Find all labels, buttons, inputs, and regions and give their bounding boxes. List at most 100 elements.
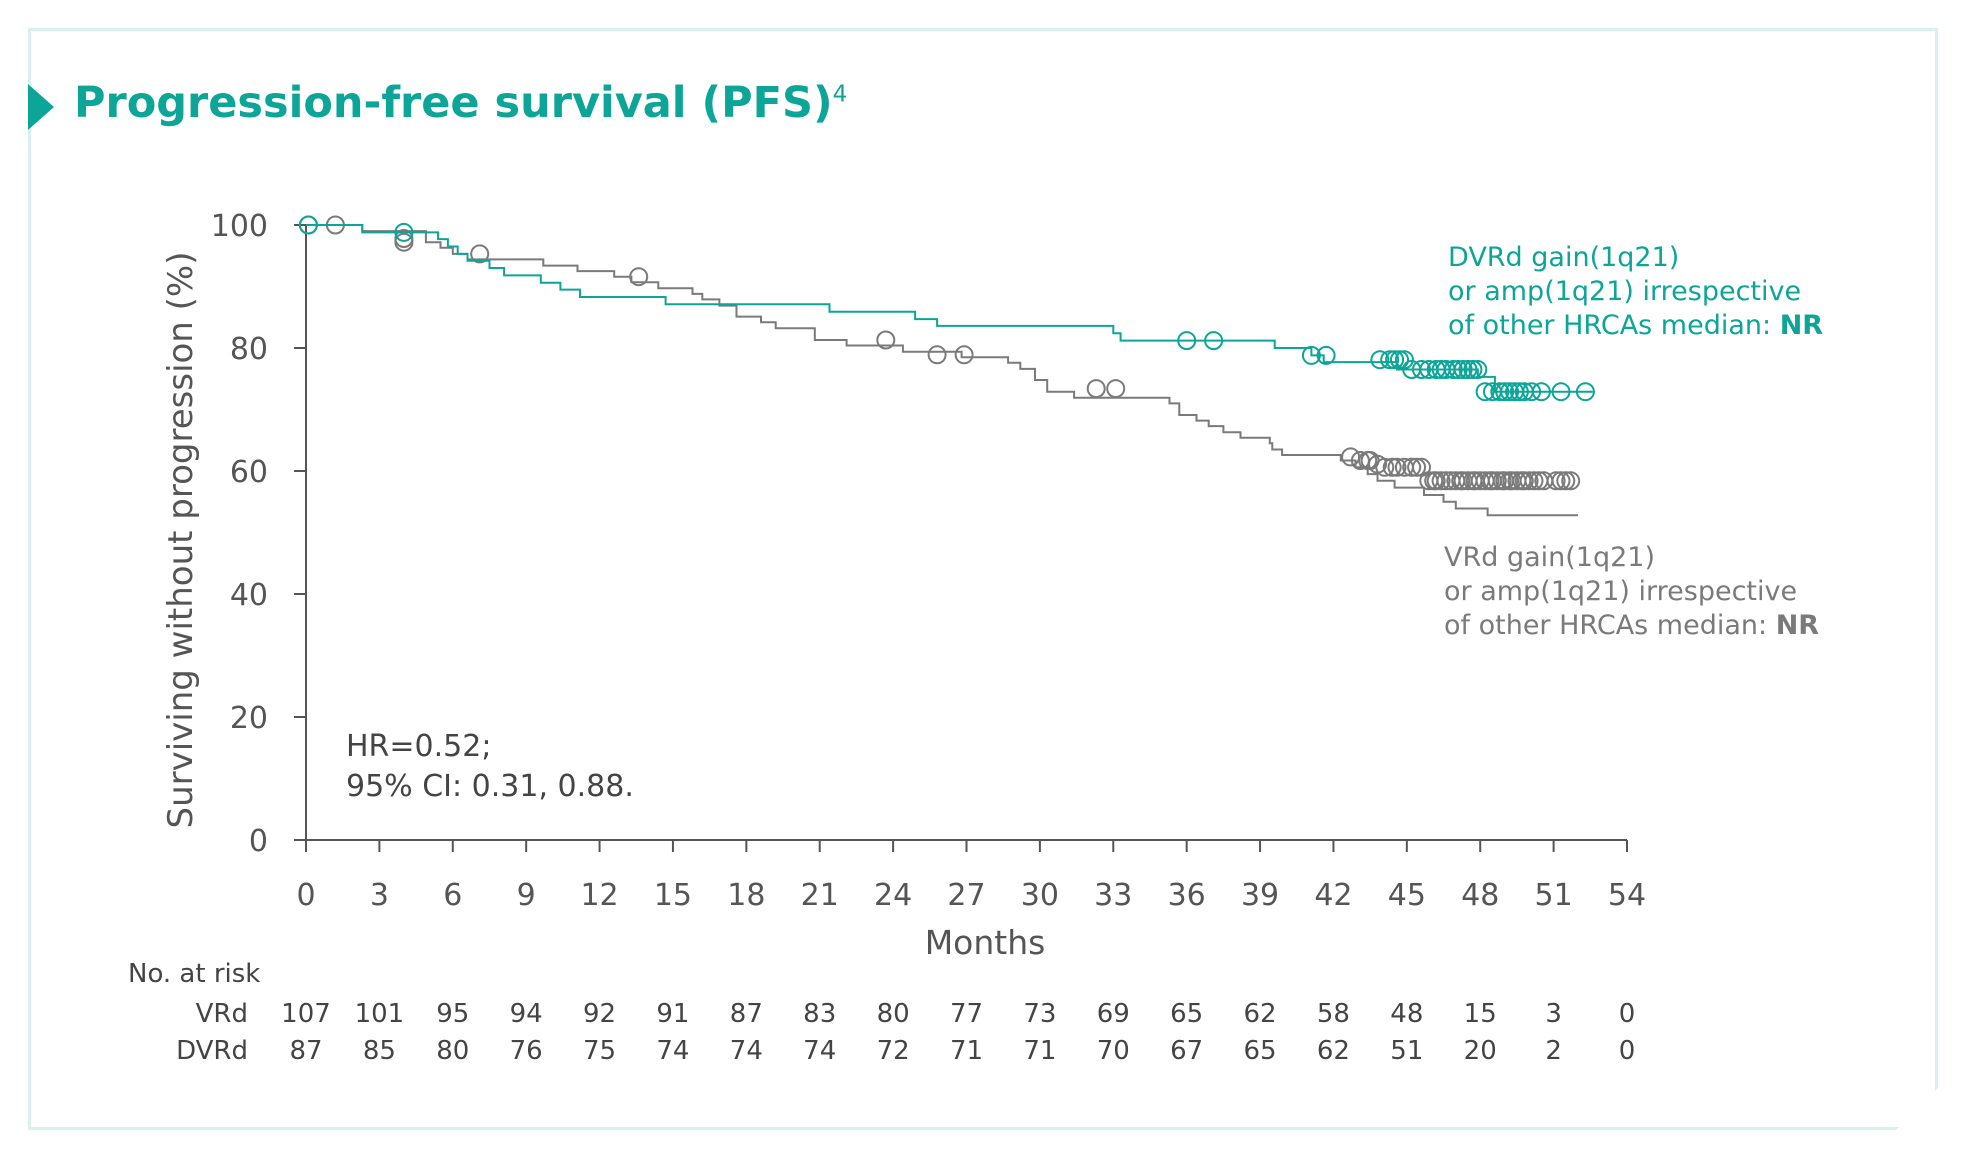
y-tick-label: 0: [249, 824, 268, 859]
censor-marker-dvrd: [1412, 360, 1431, 379]
censor-marker-vrd: [1556, 471, 1576, 491]
risk-cell: 71: [950, 1036, 983, 1066]
censor-marker-dvrd: [1443, 360, 1463, 379]
risk-cell: 87: [730, 999, 763, 1029]
censor-marker-vrd: [1106, 379, 1126, 399]
censor-marker-dvrd: [1458, 360, 1478, 379]
x-tick-label: 15: [654, 878, 692, 913]
censor-marker-vrd: [1524, 471, 1544, 491]
risk-cell: 20: [1464, 1036, 1497, 1066]
risk-cell: 80: [877, 999, 910, 1029]
censor-marker-dvrd: [1301, 345, 1321, 365]
x-tick-label: 24: [874, 878, 912, 913]
risk-table-header: No. at risk: [128, 959, 260, 989]
x-tick-label: 3: [370, 878, 389, 913]
series-label-vrd-line: VRd gain(1q21): [1444, 542, 1655, 573]
risk-cell: 72: [877, 1036, 910, 1066]
x-tick-label: 36: [1168, 878, 1206, 913]
censor-marker-vrd: [1402, 457, 1422, 477]
censor-marker-vrd: [1387, 457, 1407, 477]
chart-card: [28, 28, 1938, 1130]
censor-marker-dvrd: [1394, 350, 1414, 370]
censor-marker-dvrd: [298, 215, 318, 235]
x-tick-label: 39: [1241, 878, 1279, 913]
risk-cell: 77: [950, 999, 983, 1029]
censor-marker-vrd: [1487, 471, 1507, 491]
risk-cell: 91: [656, 999, 689, 1029]
risk-cell: 51: [1390, 1036, 1423, 1066]
censor-marker-dvrd: [1385, 350, 1405, 370]
risk-row-label: DVRd: [176, 1036, 248, 1066]
risk-cell: 74: [656, 1036, 689, 1066]
risk-cell: 15: [1464, 999, 1497, 1029]
censor-marker-dvrd: [1453, 360, 1473, 379]
hr-line-1: HR=0.52;: [346, 729, 491, 764]
y-axis-label: Surviving without progression (%): [161, 251, 201, 828]
censor-marker-dvrd: [1463, 360, 1483, 379]
risk-cell: 58: [1317, 999, 1350, 1029]
risk-cell: 48: [1390, 999, 1423, 1029]
censor-marker-vrd: [1551, 471, 1571, 491]
series-label-vrd-line: or amp(1q21) irrespective: [1444, 576, 1797, 607]
censor-marker-dvrd: [1500, 382, 1520, 402]
censor-marker-vrd: [1341, 447, 1361, 467]
censor-marker-dvrd: [1370, 350, 1390, 370]
risk-cell: 69: [1097, 999, 1130, 1029]
risk-cell: 83: [803, 999, 836, 1029]
risk-cell: 87: [289, 1036, 322, 1066]
x-tick-label: 0: [296, 878, 315, 913]
censor-marker-dvrd: [1509, 382, 1529, 402]
risk-cell: 3: [1545, 999, 1562, 1029]
title-reference: 4: [832, 81, 848, 108]
risk-cell: 2: [1545, 1036, 1562, 1066]
x-tick-label: 33: [1094, 878, 1132, 913]
risk-cell: 70: [1097, 1036, 1130, 1066]
censor-marker-dvrd: [1490, 382, 1510, 402]
risk-row-label: VRd: [196, 999, 248, 1029]
censor-marker-dvrd: [1531, 382, 1551, 402]
censor-marker-vrd: [629, 267, 649, 287]
censor-marker-vrd: [470, 244, 490, 264]
x-tick-label: 30: [1021, 878, 1059, 913]
x-tick-label: 42: [1314, 878, 1352, 913]
risk-cell: 85: [363, 1036, 396, 1066]
censor-marker-dvrd: [1390, 350, 1409, 370]
risk-cell: 95: [436, 999, 469, 1029]
censor-marker-vrd: [1546, 471, 1566, 491]
risk-cell: 94: [510, 999, 543, 1029]
risk-cell: 92: [583, 999, 616, 1029]
risk-cell: 65: [1244, 1036, 1277, 1066]
censor-marker-vrd: [1407, 457, 1427, 477]
censor-marker-dvrd: [1495, 382, 1515, 402]
x-tick-label: 48: [1461, 878, 1499, 913]
series-labels: DVRd gain(1q21)or amp(1q21) irrespective…: [1444, 242, 1823, 641]
censor-marker-vrd: [876, 330, 896, 350]
risk-cell: 74: [803, 1036, 836, 1066]
censor-marker-vrd: [927, 345, 947, 365]
x-tick-label: 9: [517, 878, 536, 913]
y-tick-label: 40: [230, 578, 268, 613]
x-tick-label: 45: [1388, 878, 1426, 913]
risk-cell: 75: [583, 1036, 616, 1066]
y-tick-label: 100: [211, 209, 268, 244]
x-tick-label: 27: [947, 878, 985, 913]
y-tick-label: 60: [230, 455, 268, 490]
censor-marker-dvrd: [1316, 345, 1336, 365]
risk-cell: 0: [1619, 1036, 1636, 1066]
y-tick-label: 80: [230, 332, 268, 367]
risk-cell: 62: [1317, 1036, 1350, 1066]
censor-marker-dvrd: [1522, 382, 1542, 402]
censor-marker-dvrd: [1475, 382, 1495, 402]
censor-marker-vrd: [1375, 457, 1395, 477]
y-tick-label: 20: [230, 701, 268, 736]
x-tick-label: 21: [801, 878, 839, 913]
censor-marker-vrd: [1431, 471, 1451, 491]
x-axis-label: Months: [925, 923, 1046, 962]
risk-table: No. at risk VRd 107 101 95 94 92 91 87 83 80 77 73 69…: [128, 959, 1635, 1066]
hr-line-2: 95% CI: 0.31, 0.88.: [346, 769, 634, 804]
x-tick-label: 18: [727, 878, 765, 913]
x-tick-label: 54: [1608, 878, 1646, 913]
risk-cell: 65: [1170, 999, 1203, 1029]
